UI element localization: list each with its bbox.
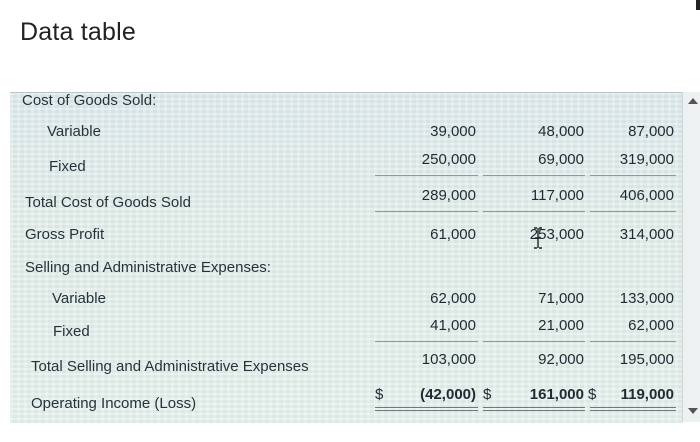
cell-operating-income-col2: 161,000 [529,386,584,403]
window-edge-mark [696,0,700,10]
page-title: Data table [20,18,136,46]
underline-fixed-col2 [483,175,585,176]
cell-total-cogs-col3: 406,000 [619,187,674,204]
cell-total-cogs-col2: 117,000 [530,187,584,204]
row-label-gross-profit: Gross Profit [25,226,105,243]
cell-variable-col2: 48,000 [538,123,584,140]
row-label-fixed: Fixed [49,158,86,175]
underline-sga-fixed-col1 [375,341,478,342]
data-table [10,92,682,423]
row-label-total-sga: Total Selling and Administrative Expense… [31,358,309,375]
cell-operating-income-col1: (42,000) [420,386,476,403]
row-label-variable: Variable [47,123,101,140]
cell-gross-profit-col2: 253,000 [529,226,584,243]
cell-sga-fixed-col2: 21,000 [538,317,584,334]
cell-operating-income-col3: 119,000 [620,386,674,403]
currency-symbol-col2: $ [483,386,492,403]
underline-fixed-col1 [375,175,478,176]
row-label-cogs-header: Cost of Goods Sold: [22,92,157,109]
chevron-up-icon[interactable] [688,98,698,104]
double-underline-col3 [590,407,676,411]
cell-total-sga-col2: 92,000 [538,351,584,368]
cell-fixed-col3: 319,000 [619,151,674,168]
row-label-operating-income: Operating Income (Loss) [31,395,197,412]
row-label-sga-header: Selling and Administrative Expenses: [25,259,271,276]
cell-gross-profit-col1: 61,000 [430,226,476,243]
cell-sga-variable-col3: 133,000 [619,290,674,307]
cell-sga-variable-col2: 71,000 [538,290,584,307]
cell-total-cogs-col1: 289,000 [421,187,476,204]
underline-total-cogs-col3 [590,211,676,212]
currency-symbol-col1: $ [375,386,384,403]
underline-sga-fixed-col3 [590,341,676,342]
cell-sga-variable-col1: 62,000 [430,290,476,307]
cell-variable-col3: 87,000 [628,123,674,140]
double-underline-col1 [375,407,478,411]
cell-sga-fixed-col1: 41,000 [430,317,476,334]
row-label-sga-variable: Variable [52,290,106,307]
row-label-sga-fixed: Fixed [53,323,90,340]
cell-total-sga-col3: 195,000 [619,351,674,368]
double-underline-col2 [483,407,585,411]
underline-total-cogs-col1 [375,211,478,212]
underline-sga-fixed-col2 [483,341,585,342]
i-beam-cursor-icon [534,227,542,249]
cell-variable-col1: 39,000 [430,123,476,140]
currency-symbol-col3: $ [588,386,597,403]
cell-fixed-col2: 69,000 [538,151,584,168]
underline-total-cogs-col2 [483,211,585,212]
chevron-down-icon[interactable] [688,408,698,414]
cell-total-sga-col1: 103,000 [421,351,476,368]
cell-sga-fixed-col3: 62,000 [628,317,674,334]
vertical-scrollbar[interactable] [682,92,700,422]
row-label-total-cogs: Total Cost of Goods Sold [25,194,191,211]
underline-fixed-col3 [590,175,676,176]
cell-gross-profit-col3: 314,000 [619,226,674,243]
cell-fixed-col1: 250,000 [421,151,476,168]
